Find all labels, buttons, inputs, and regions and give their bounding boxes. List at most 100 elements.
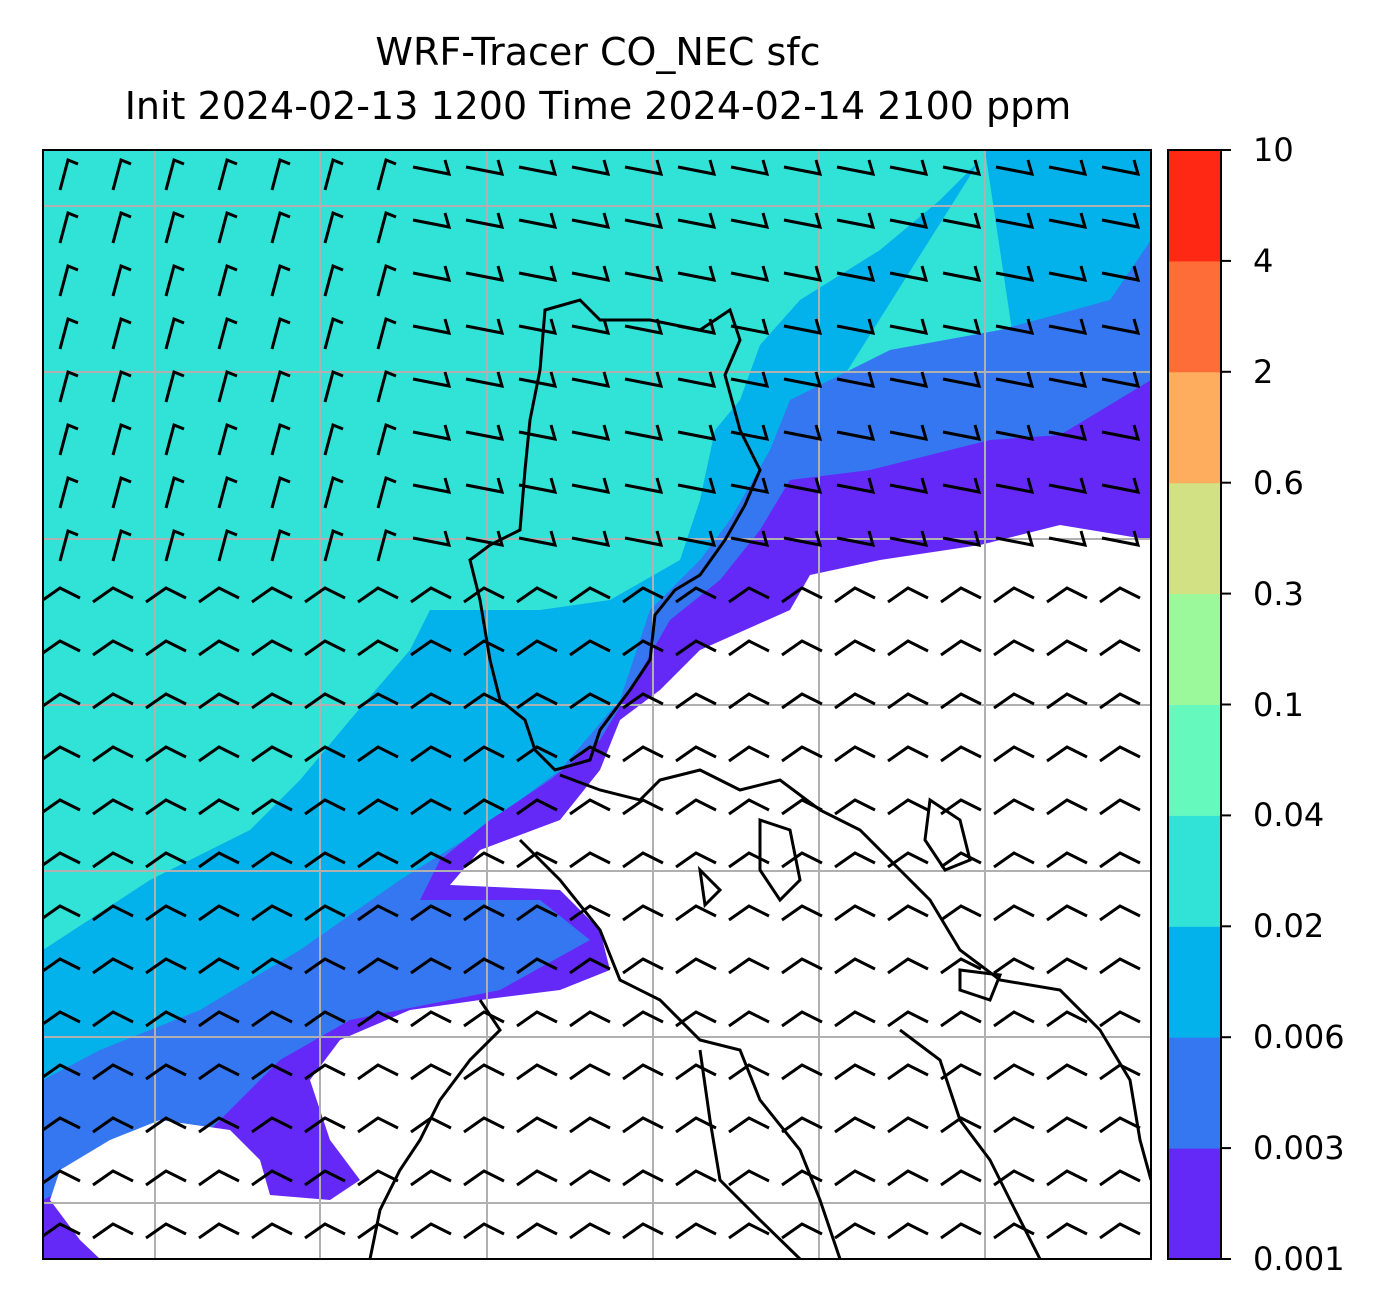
wind-barb <box>357 1010 399 1028</box>
wind-barb <box>217 157 238 191</box>
wind-barb <box>145 1116 187 1134</box>
wind-barb <box>412 265 452 282</box>
wind-barbs <box>43 157 1141 1240</box>
wind-barb <box>887 1116 929 1134</box>
wind-barb <box>728 798 770 816</box>
wind-barb <box>1099 639 1141 657</box>
wind-barb <box>887 692 929 710</box>
wind-barb <box>675 1169 717 1187</box>
wind-barb <box>675 586 717 604</box>
wind-barb <box>198 1169 240 1187</box>
wind-barb <box>410 851 452 869</box>
wind-barb <box>993 1116 1035 1134</box>
wind-barb <box>622 692 664 710</box>
colorbar-tick-label: 2 <box>1253 352 1274 391</box>
wind-barb <box>463 1169 505 1187</box>
wind-barb <box>889 265 929 282</box>
wind-barb <box>624 212 664 229</box>
wind-barb <box>111 369 132 403</box>
wind-barb <box>251 586 293 604</box>
wind-barb <box>323 422 344 456</box>
wind-barb <box>781 745 823 763</box>
wind-barb <box>1048 477 1088 494</box>
wind-barb <box>889 530 929 547</box>
wind-barb <box>145 639 187 657</box>
wind-barb <box>887 957 929 975</box>
wind-barb <box>92 851 134 869</box>
wind-barb <box>940 798 982 816</box>
wind-barb <box>251 957 293 975</box>
wind-barb <box>357 639 399 657</box>
wind-barb <box>677 477 717 494</box>
wind-barb <box>304 1063 346 1081</box>
wind-barb <box>887 586 929 604</box>
wind-barb <box>730 530 770 547</box>
wind-barb <box>995 371 1035 388</box>
wind-barb <box>145 904 187 922</box>
wind-barb <box>518 318 558 335</box>
wind-barb <box>781 904 823 922</box>
wind-barb <box>1099 1010 1141 1028</box>
wind-barb <box>164 369 185 403</box>
wind-barb <box>677 371 717 388</box>
wind-barb <box>569 798 611 816</box>
wind-barb <box>43 1010 81 1026</box>
wind-barb <box>940 586 982 604</box>
wind-barb <box>942 424 982 441</box>
wind-barb <box>889 318 929 335</box>
wind-barb <box>270 316 291 350</box>
wind-barb <box>251 1116 293 1134</box>
wind-barb <box>569 851 611 869</box>
wind-barb <box>270 475 291 509</box>
wind-barb <box>463 745 505 763</box>
wind-barb <box>836 318 876 335</box>
wind-barb <box>993 745 1035 763</box>
wind-barb <box>270 157 291 191</box>
wind-barb <box>376 210 397 244</box>
wind-barb <box>781 1116 823 1134</box>
wind-barb <box>622 586 664 604</box>
wind-barb <box>993 904 1035 922</box>
wind-barb <box>1099 1222 1141 1240</box>
wind-barb <box>516 1116 558 1134</box>
wind-barb <box>516 1063 558 1081</box>
wind-barb <box>251 904 293 922</box>
wind-barb <box>1048 318 1088 335</box>
wind-barb <box>410 1010 452 1028</box>
wind-barb <box>993 1010 1035 1028</box>
wind-barb <box>834 639 876 657</box>
wind-barb <box>887 851 929 869</box>
wind-barb <box>410 639 452 657</box>
wind-barb <box>43 692 81 708</box>
wind-barb <box>622 1222 664 1240</box>
wind-barb <box>323 210 344 244</box>
wind-barb <box>111 316 132 350</box>
wind-barb <box>92 1063 134 1081</box>
wind-barb <box>304 1010 346 1028</box>
wind-barb <box>217 316 238 350</box>
wind-barb <box>251 798 293 816</box>
wind-barb <box>1046 745 1088 763</box>
wind-barb <box>624 318 664 335</box>
wind-barb <box>304 851 346 869</box>
wind-barb <box>217 210 238 244</box>
wind-barb <box>518 265 558 282</box>
wind-barb <box>58 475 79 509</box>
map-title: WRF-Tracer CO_NEC sfc <box>375 30 821 74</box>
wind-barb <box>516 1222 558 1240</box>
wind-barb <box>728 745 770 763</box>
wind-barb <box>43 851 81 867</box>
wind-barb <box>887 1010 929 1028</box>
wind-barb <box>465 318 505 335</box>
wind-barb <box>728 851 770 869</box>
wind-barb <box>622 851 664 869</box>
colorbar-segment <box>1168 260 1221 373</box>
colorbar-segment <box>1168 1037 1221 1149</box>
wind-barb <box>217 475 238 509</box>
colorbar-tick-label: 4 <box>1253 241 1274 280</box>
wind-barb <box>145 851 187 869</box>
wind-barb <box>781 1063 823 1081</box>
wind-barb <box>412 212 452 229</box>
colorbar-tick-label: 0.02 <box>1253 907 1325 946</box>
